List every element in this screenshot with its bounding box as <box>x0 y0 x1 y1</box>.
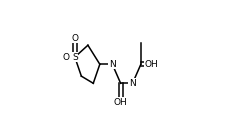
Text: N: N <box>129 79 136 88</box>
Text: O: O <box>71 34 78 43</box>
Text: S: S <box>72 53 78 62</box>
Text: OH: OH <box>145 60 158 69</box>
Text: O: O <box>63 53 70 62</box>
Text: N: N <box>109 60 116 69</box>
Text: OH: OH <box>114 98 128 107</box>
